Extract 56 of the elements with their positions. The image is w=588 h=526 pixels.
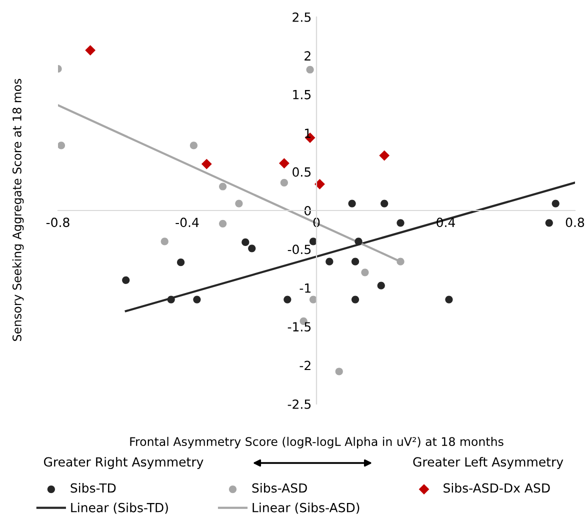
point bbox=[306, 66, 314, 74]
point bbox=[160, 238, 168, 246]
point bbox=[351, 296, 360, 304]
legend-label: Linear (Sibs-ASD) bbox=[252, 502, 360, 514]
point bbox=[379, 150, 390, 161]
y-tick-label: -1 bbox=[300, 284, 310, 293]
point bbox=[284, 296, 292, 304]
x-tick-label: 0.4 bbox=[436, 218, 455, 228]
text: Greater Right Asymmetry bbox=[44, 456, 204, 470]
point bbox=[396, 258, 404, 266]
x-tick-label: -0.8 bbox=[46, 218, 70, 228]
legend-label: Sibs-ASD-Dx ASD bbox=[444, 483, 550, 493]
point bbox=[248, 244, 256, 252]
point bbox=[85, 45, 96, 56]
x-axis-title: Frontal Asymmetry Score (logR-logL Alpha in uV²) at 18 months bbox=[130, 436, 504, 448]
y-tick-label: -0.5 bbox=[288, 244, 311, 254]
legend-label: Sibs-ASD bbox=[252, 483, 307, 493]
point bbox=[193, 296, 201, 304]
point bbox=[167, 296, 175, 304]
y-axis-title: Sensory Seeking Aggregate Score at 18 mos bbox=[12, 78, 24, 341]
point bbox=[58, 142, 66, 150]
point bbox=[335, 368, 343, 376]
x-tick-label: 0.8 bbox=[566, 218, 584, 228]
text: Greater Left Asymmetry bbox=[413, 456, 564, 470]
y-tick-label: 1.5 bbox=[293, 90, 311, 100]
legend-label: Linear (Sibs-TD) bbox=[71, 502, 168, 514]
point bbox=[218, 220, 227, 228]
y-tick-label: -2.5 bbox=[288, 399, 311, 409]
point bbox=[380, 200, 388, 208]
point bbox=[445, 296, 453, 304]
point bbox=[545, 219, 553, 227]
point bbox=[176, 258, 185, 266]
point bbox=[552, 200, 560, 208]
point bbox=[280, 178, 288, 186]
point bbox=[326, 258, 334, 266]
point bbox=[242, 238, 250, 246]
point bbox=[348, 200, 356, 208]
point bbox=[314, 178, 325, 190]
y-tick-label: 0.5 bbox=[292, 167, 311, 177]
point bbox=[235, 200, 243, 208]
point bbox=[377, 282, 385, 290]
point bbox=[122, 276, 130, 284]
point bbox=[396, 219, 404, 227]
y-tick-label: -1.5 bbox=[288, 322, 311, 332]
point bbox=[361, 268, 369, 276]
point bbox=[278, 158, 290, 168]
point bbox=[351, 258, 360, 266]
point bbox=[218, 182, 227, 190]
point bbox=[201, 158, 212, 170]
point bbox=[354, 238, 362, 246]
y-tick-label: 2.5 bbox=[292, 12, 311, 22]
y-tick-label: 2 bbox=[304, 51, 310, 60]
legend-label: Sibs-TD bbox=[70, 483, 116, 493]
x-tick-label: -0.4 bbox=[176, 218, 199, 228]
point bbox=[190, 142, 198, 150]
y-tick-label: -2 bbox=[300, 360, 310, 370]
